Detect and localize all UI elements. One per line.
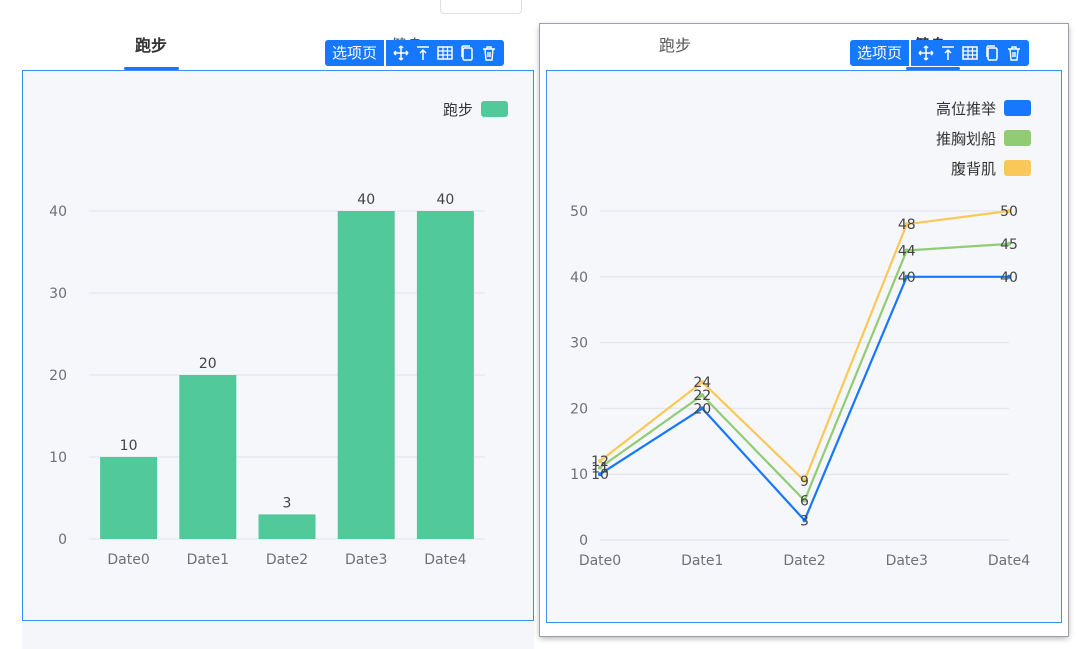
x-tick-label: Date4 xyxy=(988,553,1030,569)
point-value-label: 9 xyxy=(800,474,809,490)
point-value-label: 40 xyxy=(1000,270,1018,286)
pin-top-icon[interactable] xyxy=(414,44,432,62)
y-tick-label: 10 xyxy=(49,450,67,466)
x-tick-label: Date0 xyxy=(579,553,621,569)
point-value-label: 6 xyxy=(800,494,809,510)
point-value-label: 50 xyxy=(1000,204,1018,220)
y-tick-label: 40 xyxy=(570,270,588,286)
delete-icon[interactable] xyxy=(480,44,498,62)
bar-value-label: 40 xyxy=(436,192,454,208)
bar-value-label: 20 xyxy=(199,356,217,372)
y-tick-label: 10 xyxy=(570,467,588,483)
point-value-label: 24 xyxy=(693,375,711,391)
left-chart-panel[interactable]: 0 10 20 30 40 10 Date0 20 Date1 3 Date2 40 Date3 40 Da… xyxy=(22,70,534,621)
table-icon[interactable] xyxy=(961,44,979,62)
y-tick-label: 30 xyxy=(49,286,67,302)
bar-value-label: 3 xyxy=(283,495,292,511)
y-tick-label: 0 xyxy=(58,532,67,548)
right-toolbar-icons xyxy=(911,40,1030,66)
legend-label: 腹背肌 xyxy=(951,160,996,178)
left-tab-running[interactable]: 跑步 xyxy=(134,36,168,55)
point-value-label: 40 xyxy=(898,270,916,286)
bar-value-label: 10 xyxy=(120,438,138,454)
delete-icon[interactable] xyxy=(1005,44,1023,62)
copy-icon[interactable] xyxy=(983,44,1001,62)
left-tab-underline xyxy=(124,67,179,70)
series-line xyxy=(599,209,1010,482)
move-icon[interactable] xyxy=(917,44,935,62)
y-tick-label: 20 xyxy=(49,368,67,384)
legend-label: 跑步 xyxy=(443,101,473,119)
top-dropdown[interactable] xyxy=(440,0,522,14)
legend-swatch xyxy=(1004,130,1031,146)
point-value-label: 20 xyxy=(693,401,711,417)
right-component-toolbar: 选项页 xyxy=(850,40,1030,66)
y-tick-label: 0 xyxy=(579,533,588,549)
bar xyxy=(179,375,237,539)
data-point xyxy=(1007,274,1011,279)
bar xyxy=(416,211,474,539)
x-tick-label: Date4 xyxy=(424,552,466,568)
y-tick-label: 20 xyxy=(570,401,588,417)
x-tick-label: Date1 xyxy=(187,552,229,568)
point-value-label: 10 xyxy=(591,467,609,483)
x-tick-label: Date0 xyxy=(107,552,149,568)
right-tab-running[interactable]: 跑步 xyxy=(658,36,692,55)
data-point xyxy=(700,393,705,398)
x-tick-label: Date3 xyxy=(345,552,387,568)
left-bar-chart: 0 10 20 30 40 10 Date0 20 Date1 3 Date2 40 Date3 40 Da… xyxy=(49,101,508,568)
legend-swatch xyxy=(1004,160,1031,176)
data-point xyxy=(1007,241,1011,246)
left-component-toolbar: 选项页 xyxy=(325,40,505,66)
left-toolbar-label[interactable]: 选项页 xyxy=(325,40,385,66)
y-tick-label: 40 xyxy=(49,204,67,220)
point-value-label: 45 xyxy=(1000,237,1018,253)
legend-swatch xyxy=(481,101,508,117)
right-tab-underline xyxy=(906,67,960,70)
point-value-label: 44 xyxy=(898,243,916,259)
table-icon[interactable] xyxy=(436,44,454,62)
x-tick-label: Date2 xyxy=(783,553,825,569)
data-point xyxy=(904,248,909,253)
x-tick-label: Date1 xyxy=(681,553,723,569)
point-value-label: 3 xyxy=(800,513,809,529)
data-point xyxy=(802,518,807,523)
point-value-label: 22 xyxy=(693,388,711,404)
copy-icon[interactable] xyxy=(458,44,476,62)
right-line-chart: 0 10 20 30 40 50 Date0 Date1 Date2 Date3 Date4 10 20… xyxy=(570,100,1031,569)
data-point xyxy=(700,406,705,411)
data-point xyxy=(1007,209,1011,213)
data-point xyxy=(802,498,807,503)
left-toolbar-icons xyxy=(386,40,505,66)
data-point xyxy=(598,472,602,477)
right-chart-panel[interactable]: 0 10 20 30 40 50 Date0 Date1 Date2 Date3 Date4 10 20… xyxy=(546,70,1062,623)
series-line xyxy=(599,242,1010,502)
data-point xyxy=(700,380,705,385)
data-point xyxy=(598,459,602,464)
x-tick-label: Date3 xyxy=(886,553,928,569)
data-point xyxy=(598,465,602,470)
bar xyxy=(100,457,158,539)
data-point xyxy=(904,222,909,227)
point-value-label: 12 xyxy=(591,454,609,470)
legend-label: 高位推举 xyxy=(936,100,996,118)
bar xyxy=(337,211,395,539)
data-point xyxy=(802,478,807,483)
x-tick-label: Date2 xyxy=(266,552,308,568)
point-value-label: 11 xyxy=(591,461,609,477)
bar-value-label: 40 xyxy=(357,192,375,208)
point-value-label: 48 xyxy=(898,217,916,233)
move-icon[interactable] xyxy=(392,44,410,62)
legend-swatch xyxy=(1004,100,1031,116)
right-toolbar-label[interactable]: 选项页 xyxy=(850,40,910,66)
data-point xyxy=(904,274,909,279)
y-tick-label: 50 xyxy=(570,204,588,220)
y-tick-label: 30 xyxy=(570,336,588,352)
legend-label: 推胸划船 xyxy=(936,130,996,148)
pin-top-icon[interactable] xyxy=(939,44,957,62)
bar xyxy=(258,514,316,539)
